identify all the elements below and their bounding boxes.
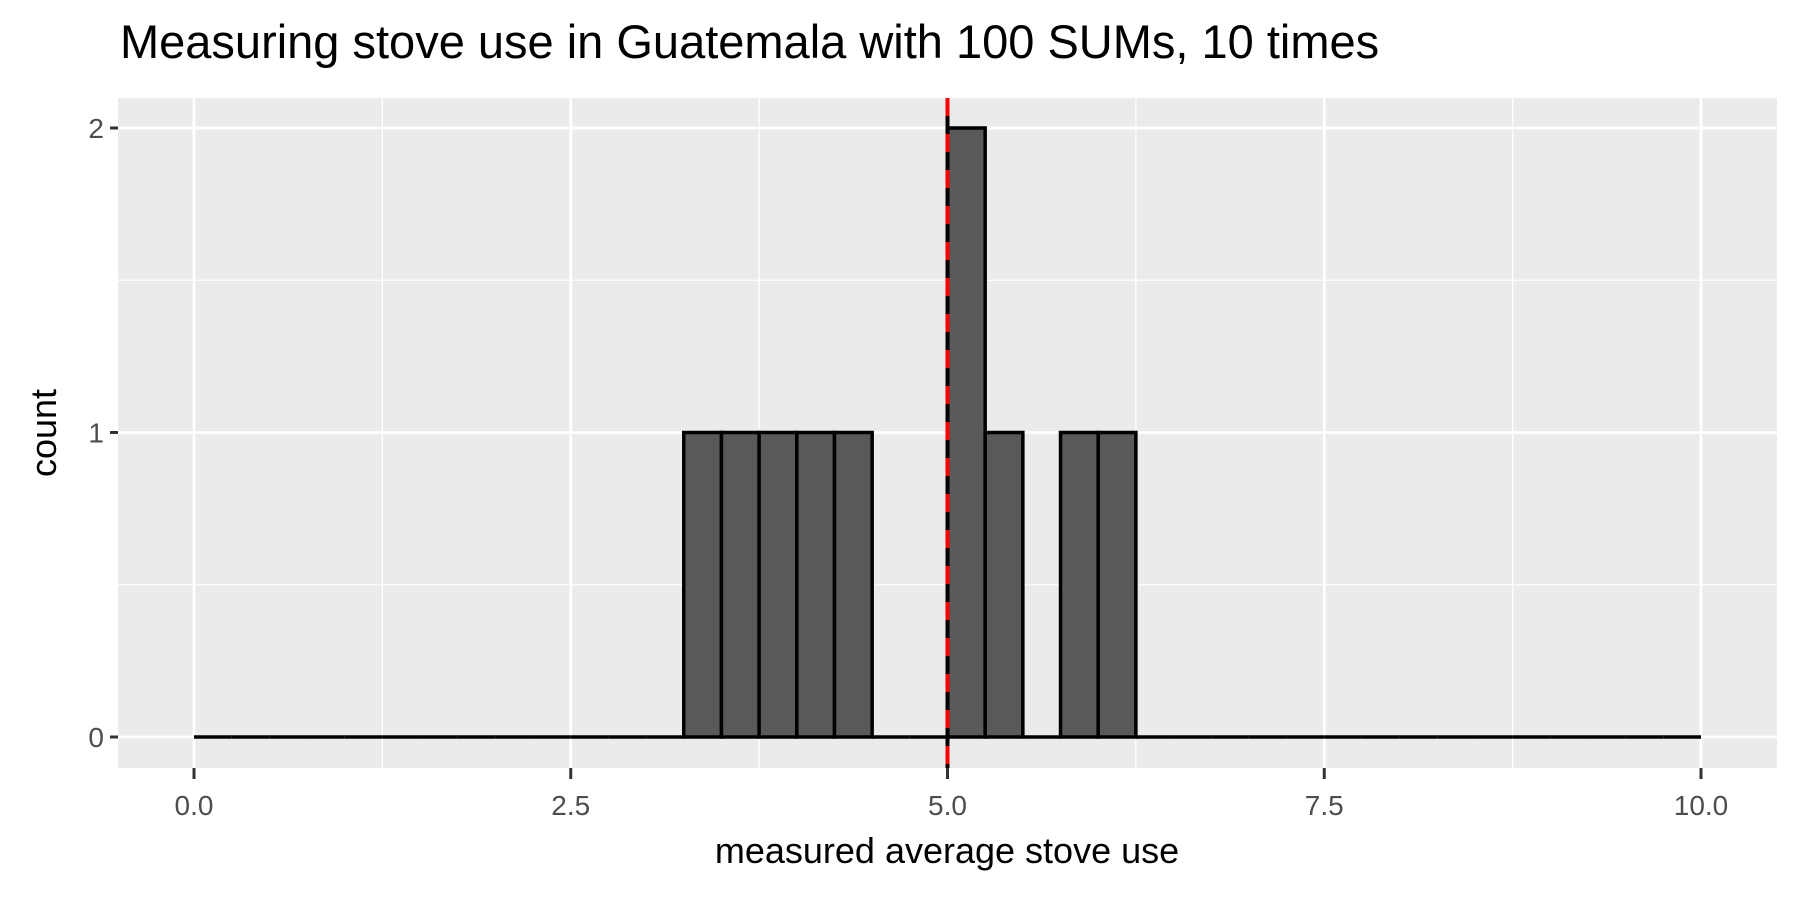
histogram-bar bbox=[719, 430, 761, 739]
y-axis: 0 1 2 bbox=[88, 113, 118, 753]
x-tick-label: 5.0 bbox=[928, 790, 967, 821]
histogram-bar bbox=[1058, 430, 1100, 739]
histogram-bar bbox=[682, 430, 724, 739]
x-axis-title: measured average stove use bbox=[714, 830, 1180, 871]
y-tick-label: 1 bbox=[88, 418, 104, 449]
x-tick-label: 10.0 bbox=[1674, 790, 1729, 821]
histogram-bar bbox=[757, 430, 799, 739]
histogram-bar bbox=[832, 430, 874, 739]
histogram-bar bbox=[983, 430, 1025, 739]
y-tick-label: 2 bbox=[88, 113, 104, 144]
histogram-bar bbox=[945, 126, 987, 739]
x-tick-label: 7.5 bbox=[1305, 790, 1344, 821]
x-tick-label: 2.5 bbox=[551, 790, 590, 821]
x-tick-label: 0.0 bbox=[175, 790, 214, 821]
y-tick-label: 0 bbox=[88, 722, 104, 753]
chart-title: Measuring stove use in Guatemala with 10… bbox=[120, 15, 1380, 68]
histogram-bar bbox=[1096, 430, 1138, 739]
histogram-bar bbox=[795, 430, 837, 739]
x-axis: 0.0 2.5 5.0 7.5 10.0 bbox=[175, 768, 1729, 821]
histogram-bars bbox=[194, 126, 1701, 739]
